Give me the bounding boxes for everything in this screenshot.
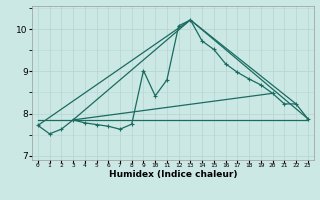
X-axis label: Humidex (Indice chaleur): Humidex (Indice chaleur) [108, 170, 237, 179]
